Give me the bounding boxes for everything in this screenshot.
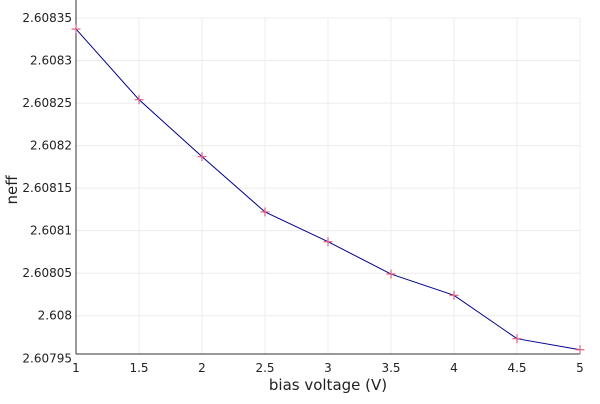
data-point-6 xyxy=(449,290,459,300)
x-tick-label-5: 3.5 xyxy=(381,361,400,375)
data-point-8 xyxy=(575,345,585,355)
data-point-0 xyxy=(71,24,81,34)
y-tick-label-4: 2.60815 xyxy=(22,181,72,195)
x-tick-label-8: 5 xyxy=(576,361,584,375)
data-point-7 xyxy=(512,334,522,344)
x-tick-label-0: 1 xyxy=(72,361,80,375)
y-tick-label-5: 2.6082 xyxy=(30,139,72,153)
x-tick-label-1: 1.5 xyxy=(129,361,148,375)
y-axis-title: neff xyxy=(3,175,21,205)
axes xyxy=(75,0,580,355)
data-point-4 xyxy=(323,237,333,247)
y-tick-label-2: 2.60805 xyxy=(22,266,72,280)
y-tick-label-0: 2.60795 xyxy=(22,351,72,365)
x-tick-label-4: 3 xyxy=(324,361,332,375)
series-layer xyxy=(71,24,585,355)
data-point-5 xyxy=(386,269,396,279)
x-tick-label-6: 4 xyxy=(450,361,458,375)
tick-labels: 1 1.5 2 2.5 3 3.5 4 4.5 5 2.60795 2.608 2.60805 2.60… xyxy=(22,11,583,375)
x-tick-label-2: 2 xyxy=(198,361,206,375)
y-tick-label-6: 2.60825 xyxy=(22,96,72,110)
grid xyxy=(75,17,581,354)
data-point-2 xyxy=(197,152,207,162)
y-tick-label-3: 2.6081 xyxy=(30,224,72,238)
x-axis-title: bias voltage (V) xyxy=(269,376,387,394)
x-tick-label-3: 2.5 xyxy=(255,361,274,375)
y-tick-label-8: 2.60835 xyxy=(22,11,72,25)
data-point-3 xyxy=(260,207,270,217)
y-tick-label-7: 2.6083 xyxy=(30,54,72,68)
y-tick-label-1: 2.608 xyxy=(38,309,72,323)
x-tick-label-7: 4.5 xyxy=(507,361,526,375)
data-point-1 xyxy=(134,95,144,105)
